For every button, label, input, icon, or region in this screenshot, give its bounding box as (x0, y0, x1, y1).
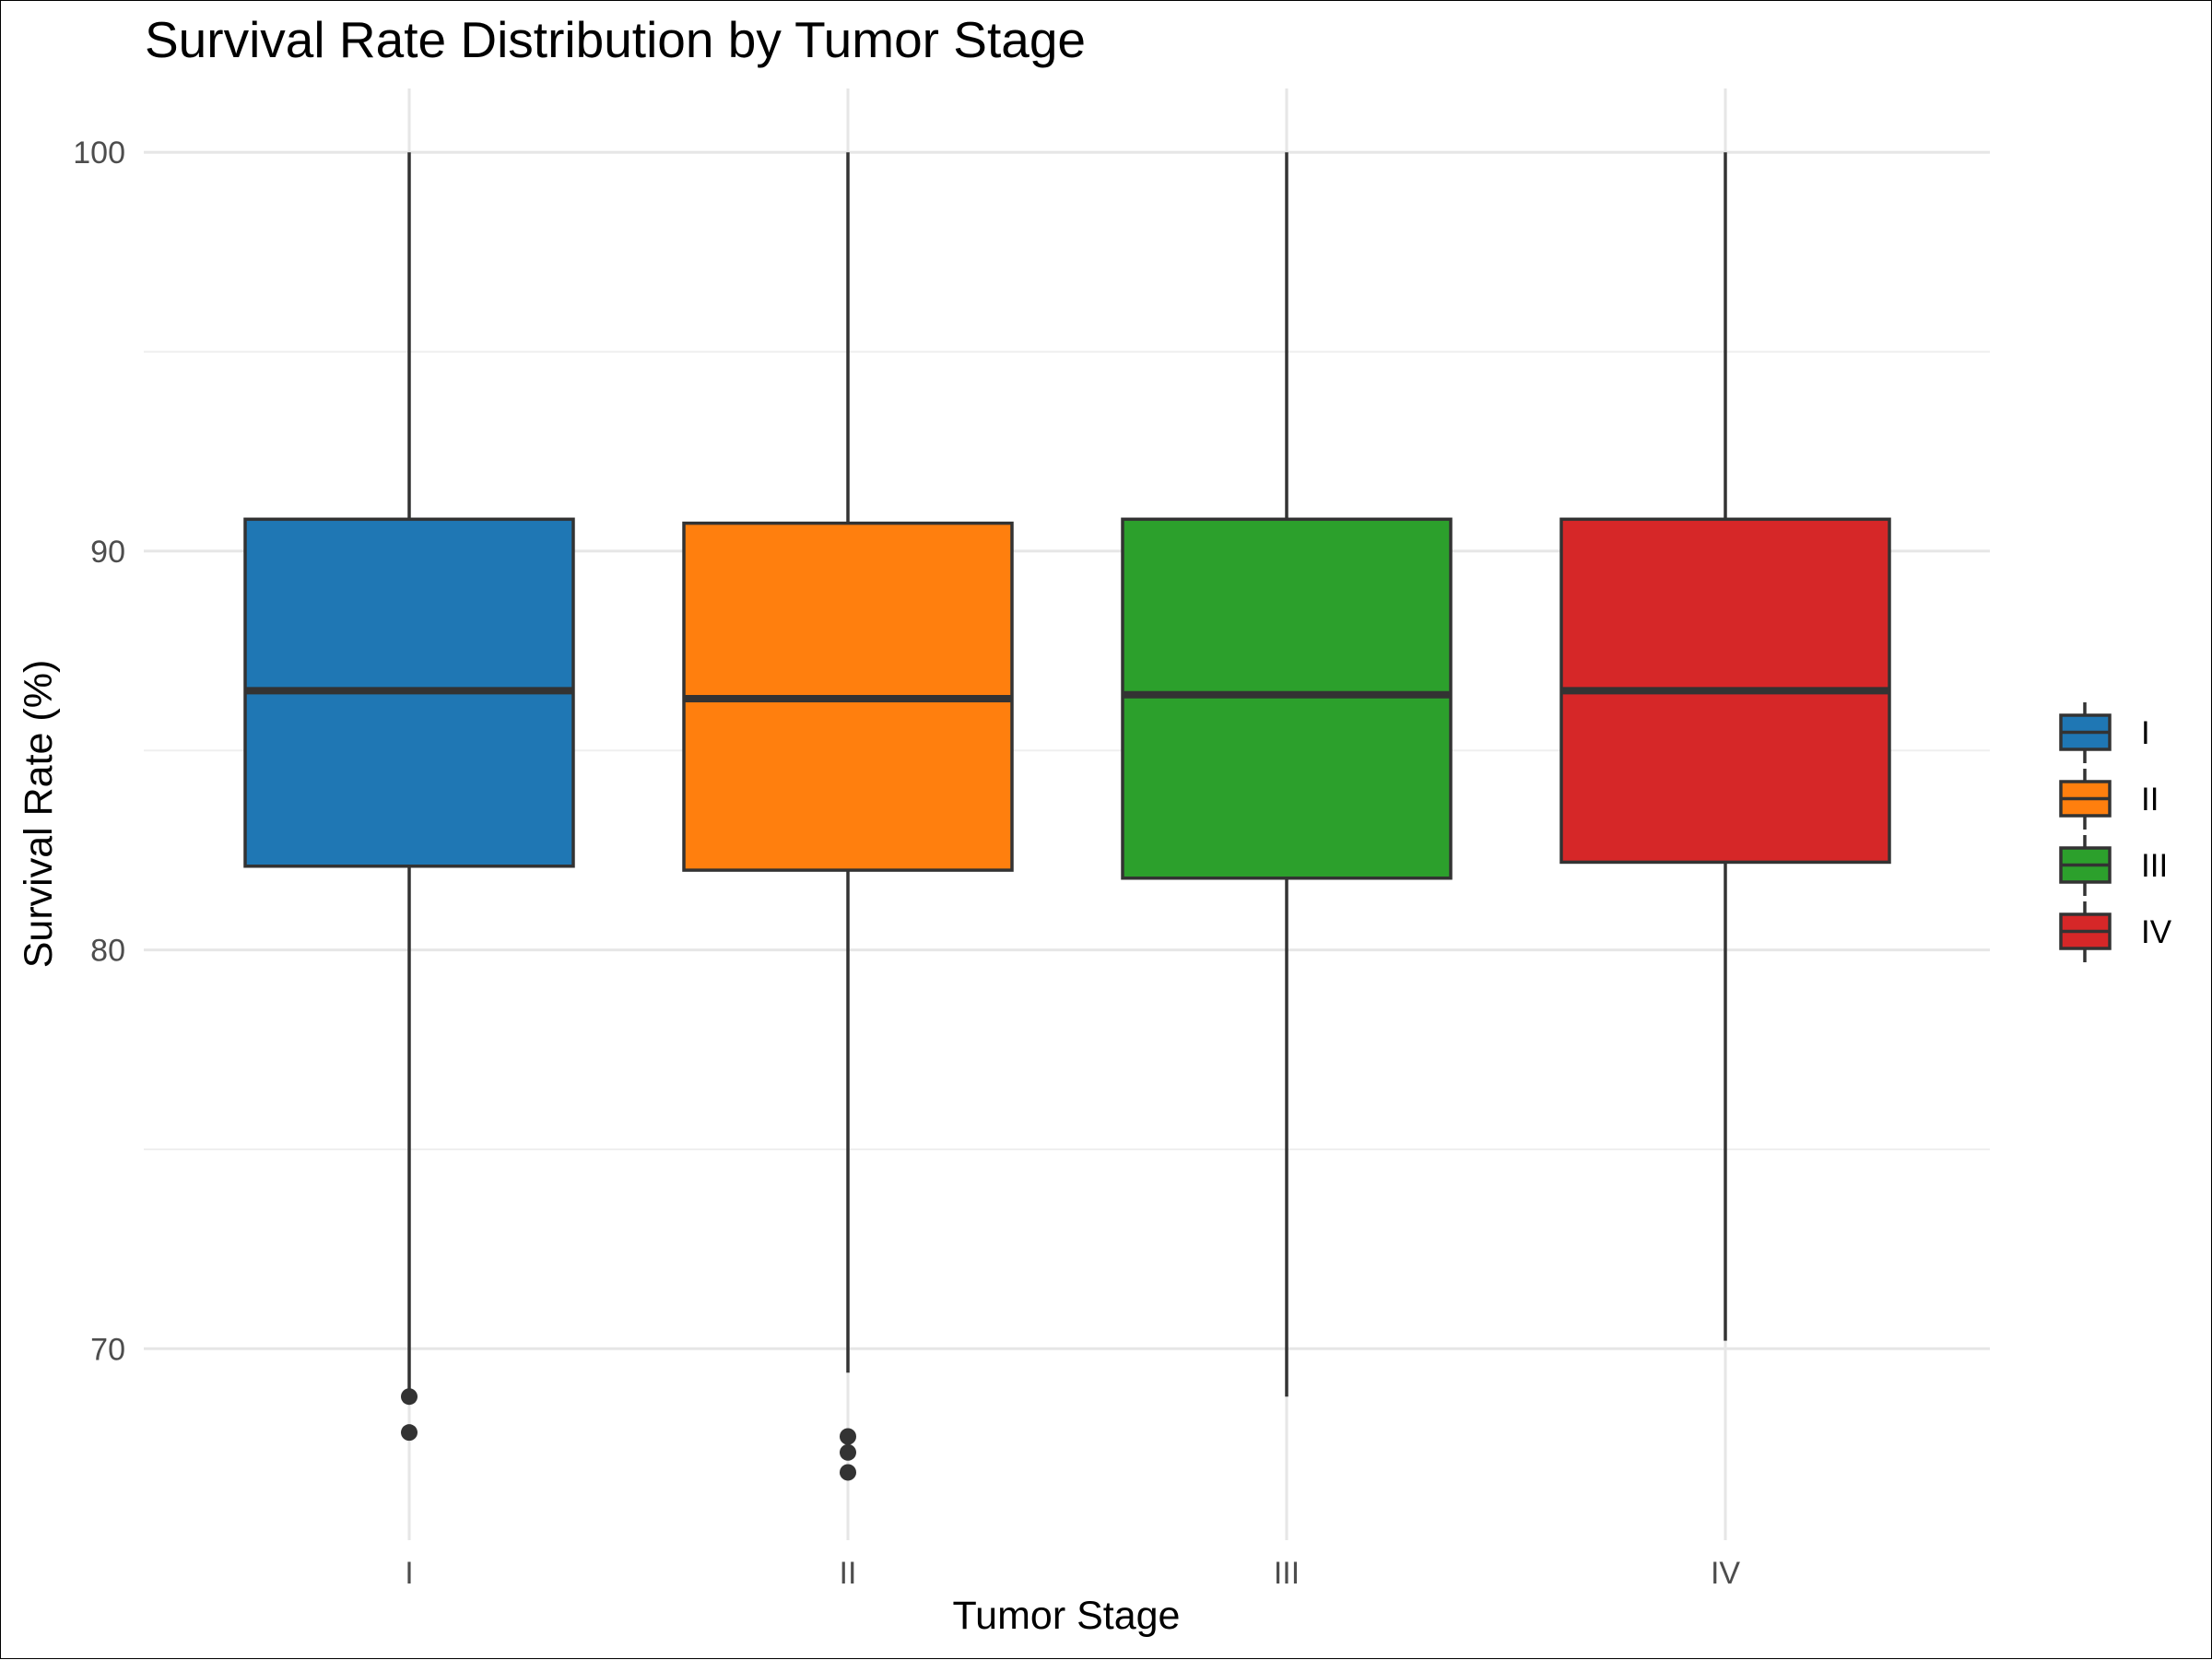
legend-label: III (2141, 848, 2168, 884)
y-tick-label: 100 (73, 135, 125, 171)
legend-item-II: II (2059, 769, 2159, 830)
legend-label: IV (2141, 914, 2172, 950)
axes: Tumor Stage Survival Rate (%) 70 80 90 100 I… (17, 135, 1740, 1638)
legend-item-III: III (2059, 835, 2168, 896)
x-tick-label: III (1274, 1556, 1300, 1591)
outlier-point (401, 1424, 418, 1442)
chart-title: Survival Rate Distribution by Tumor Stag… (145, 11, 1086, 68)
y-tick-label: 70 (90, 1332, 125, 1367)
outlier-point (840, 1428, 856, 1445)
box-III (1121, 517, 1453, 880)
legend-label: I (2141, 715, 2150, 751)
y-axis-title: Survival Rate (%) (17, 660, 61, 969)
boxes (243, 152, 1891, 1481)
outlier-point (401, 1388, 418, 1406)
outlier-point (840, 1464, 856, 1481)
x-tick-label: I (405, 1556, 413, 1591)
x-axis-title: Tumor Stage (953, 1594, 1181, 1638)
x-tick-label: II (840, 1556, 857, 1591)
x-tick-label: IV (1711, 1556, 1740, 1591)
legend-item-I: I (2059, 702, 2150, 763)
outlier-point (840, 1443, 856, 1461)
y-tick-label: 90 (90, 535, 125, 570)
legend-item-IV: IV (2059, 901, 2172, 962)
y-tick-label: 80 (90, 934, 125, 969)
legend-label: II (2141, 782, 2159, 818)
